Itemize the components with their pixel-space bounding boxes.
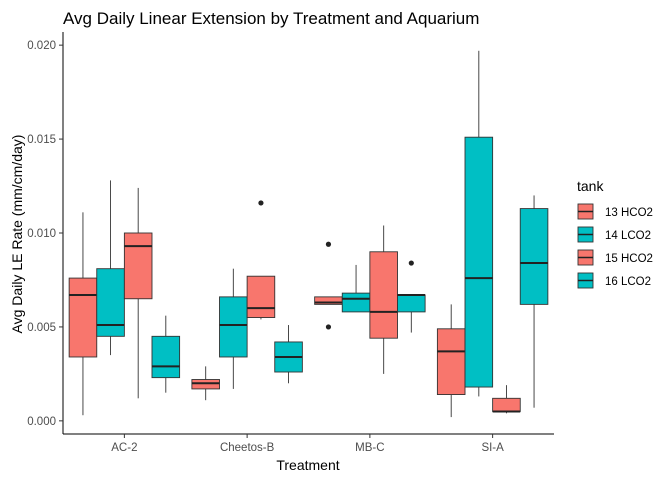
legend-label: 16 LCO2 — [605, 276, 651, 288]
box — [219, 296, 248, 358]
box — [341, 292, 371, 313]
legend-title: tank — [577, 178, 604, 194]
y-tick-label: 0.020 — [27, 40, 56, 52]
box — [397, 294, 426, 313]
x-tick-label: AC-2 — [111, 442, 137, 454]
box — [246, 275, 276, 318]
outlier-point — [258, 200, 264, 206]
y-tick-label: 0.015 — [27, 134, 56, 146]
x-tick-label: SI-A — [481, 442, 504, 454]
box — [464, 136, 494, 388]
outlier-point — [325, 324, 332, 330]
outlier-point — [325, 241, 332, 247]
y-tick-label: 0.000 — [27, 416, 56, 428]
plot-area: 0.000 0.005 0.010 0.015 0.020 AC-2 Cheetos-B MB… — [27, 32, 554, 454]
box — [68, 277, 98, 358]
legend-label: 14 LCO2 — [605, 230, 651, 242]
x-tick-label: Cheetos-B — [220, 442, 275, 454]
legend-label: 13 HCO2 — [605, 207, 653, 219]
box — [123, 232, 153, 300]
legend: tank 13 HCO2 14 LCO2 15 HCO2 16 LCO2 — [577, 178, 653, 289]
x-axis-title: Treatment — [276, 457, 339, 473]
y-tick-label: 0.005 — [27, 322, 56, 334]
box — [151, 335, 181, 379]
legend-label: 15 HCO2 — [605, 253, 653, 265]
x-tick-label: MB-C — [355, 442, 384, 454]
box — [96, 268, 125, 337]
box — [436, 328, 466, 396]
box — [369, 251, 398, 339]
chart-title: Avg Daily Linear Extension by Treatment … — [63, 9, 479, 28]
y-tick-label: 0.010 — [27, 228, 56, 240]
box — [519, 208, 549, 305]
y-axis-title: Avg Daily LE Rate (mm/cm/day) — [9, 135, 25, 334]
box — [492, 397, 521, 412]
outlier-point — [408, 260, 414, 266]
